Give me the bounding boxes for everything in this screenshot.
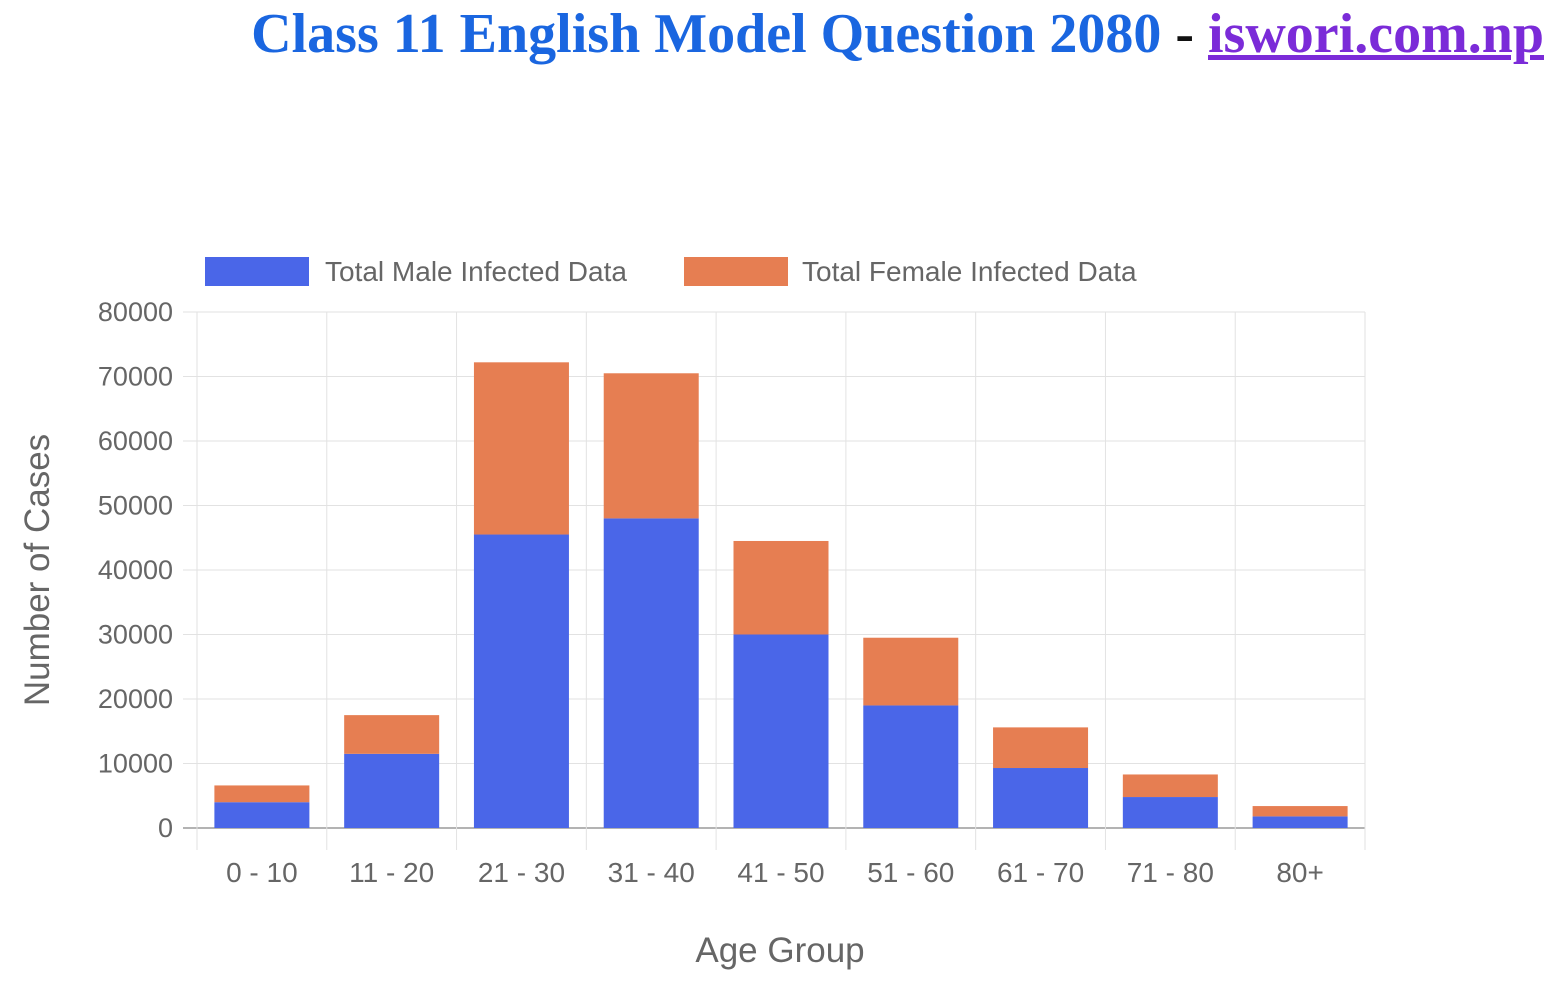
bar-female: [733, 540, 829, 635]
legend-label-male: Total Male Infected Data: [325, 256, 627, 287]
bar-female: [214, 785, 310, 803]
bar-male: [733, 634, 829, 828]
y-tick-label: 10000: [98, 749, 173, 779]
page-header: Class 11 English Model Question 2080 - i…: [0, 4, 1544, 64]
bar-female: [1122, 774, 1218, 798]
legend-swatch-female: [684, 257, 788, 286]
bar-male: [344, 753, 440, 828]
y-tick-label: 30000: [98, 620, 173, 650]
page-title: Class 11 English Model Question 2080: [251, 3, 1162, 65]
y-tick-label: 50000: [98, 491, 173, 521]
bar-female: [344, 715, 440, 754]
bar-male: [214, 802, 310, 828]
title-separator: -: [1175, 3, 1194, 65]
x-tick-label: 71 - 80: [1127, 857, 1214, 888]
y-tick-label: 70000: [98, 362, 173, 392]
x-tick-label: 61 - 70: [997, 857, 1084, 888]
y-tick-label: 80000: [98, 297, 173, 327]
y-tick-label: 40000: [98, 555, 173, 585]
bar-female: [993, 727, 1089, 769]
bar-male: [863, 705, 959, 828]
site-link[interactable]: iswori.com.np: [1208, 3, 1544, 65]
bar-male: [473, 534, 569, 828]
y-tick-label: 60000: [98, 426, 173, 456]
x-tick-label: 0 - 10: [226, 857, 298, 888]
x-tick-label: 21 - 30: [478, 857, 565, 888]
bar-male: [603, 518, 699, 828]
y-tick-label: 20000: [98, 684, 173, 714]
bar-female: [1252, 806, 1348, 817]
bar-male: [1252, 816, 1348, 828]
bar-male: [1122, 797, 1218, 828]
x-tick-label: 11 - 20: [349, 857, 434, 888]
bar-female: [603, 373, 699, 519]
y-tick-label: 0: [158, 813, 173, 843]
x-tick-label: 51 - 60: [867, 857, 954, 888]
legend-swatch-male: [205, 257, 309, 286]
x-tick-label: 80+: [1276, 857, 1324, 888]
bar-female: [473, 362, 569, 535]
y-axis-title: Number of Cases: [18, 434, 57, 706]
bar-male: [993, 768, 1089, 828]
x-tick-label: 31 - 40: [608, 857, 695, 888]
bar-female: [863, 637, 959, 706]
legend-label-female: Total Female Infected Data: [802, 256, 1137, 287]
x-tick-label: 41 - 50: [737, 857, 824, 888]
x-axis-title: Age Group: [695, 931, 864, 970]
